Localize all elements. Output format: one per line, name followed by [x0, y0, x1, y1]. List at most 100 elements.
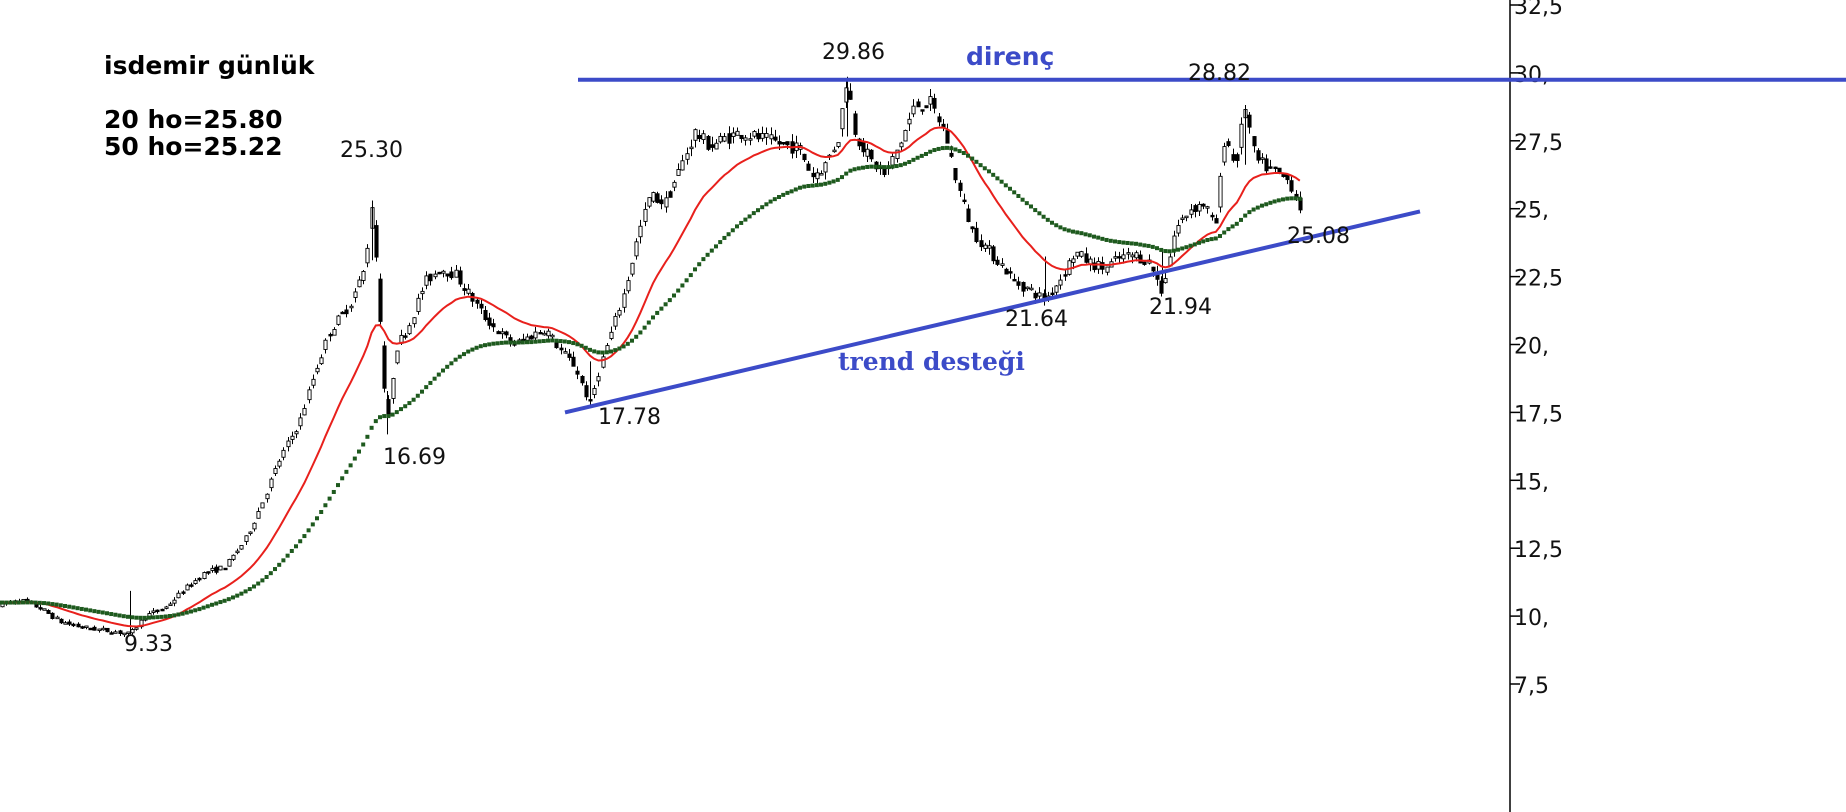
- ma50-dot: [1100, 236, 1105, 241]
- ma50-dot: [457, 354, 462, 359]
- ma50-dot: [932, 148, 937, 153]
- ma50-dot: [1230, 224, 1235, 229]
- ma50-dot: [176, 612, 181, 617]
- ma50-dot: [46, 601, 51, 606]
- ma50-dot: [714, 244, 718, 249]
- ma50-dot: [504, 340, 508, 345]
- candle-up: [407, 325, 412, 335]
- price-annotations: 9.33 25.30 16.69 17.78 29.86 21.64 28.82 21.94 2…: [124, 40, 1350, 657]
- candle-up: [1037, 292, 1042, 297]
- ma50-dot: [390, 412, 395, 417]
- ma50-dot: [512, 340, 517, 345]
- ma50-dot: [877, 164, 882, 169]
- candle-down: [739, 134, 744, 140]
- candle-down: [848, 90, 853, 100]
- ma50-dot: [756, 208, 760, 213]
- candle-down: [958, 182, 963, 191]
- candle-up: [286, 440, 291, 448]
- ma50-dot: [168, 614, 172, 619]
- ma50-dot: [1066, 228, 1071, 233]
- candle-up: [722, 136, 727, 142]
- ma50-dot: [441, 368, 445, 373]
- ma50-dot: [1289, 196, 1294, 201]
- ma50-dot: [1167, 249, 1172, 254]
- candle-down: [1235, 154, 1240, 161]
- candle-up: [172, 599, 177, 604]
- ma50-dot: [1171, 248, 1176, 253]
- candle-down: [328, 333, 333, 337]
- ma50-dot: [907, 160, 912, 165]
- candle-down: [1021, 281, 1026, 292]
- candle-up: [365, 247, 370, 264]
- ma50-dot: [810, 183, 815, 188]
- candle-down: [584, 385, 589, 398]
- candle-up: [550, 334, 555, 338]
- candle-down: [1273, 166, 1278, 170]
- ma50-dot: [659, 306, 664, 311]
- ma50-dot: [697, 262, 702, 267]
- candle-up: [601, 356, 606, 368]
- ma50-dot: [239, 591, 244, 596]
- candle-down: [773, 136, 778, 141]
- ma50-dot: [873, 164, 878, 169]
- candle-down: [223, 567, 228, 571]
- candle-up: [1025, 286, 1030, 290]
- ma50-dot: [1142, 243, 1147, 248]
- ma50-dot: [1024, 201, 1029, 206]
- candle-up: [441, 270, 446, 274]
- ma50-dot: [802, 184, 807, 189]
- candle-down: [991, 246, 996, 262]
- ma50-dot: [667, 298, 672, 303]
- ma50-dot: [243, 589, 248, 594]
- candle-down: [559, 347, 564, 351]
- candle-up: [433, 273, 438, 278]
- candle-down: [496, 331, 501, 335]
- ma50-dot: [991, 172, 996, 177]
- ma50-dot: [588, 347, 592, 352]
- candle-up: [760, 133, 765, 139]
- ma50-dot: [1188, 243, 1193, 248]
- candle-up: [743, 137, 748, 141]
- ma50-dot: [861, 165, 865, 170]
- ma50-dot: [172, 613, 177, 618]
- candle-down: [88, 627, 93, 631]
- candle-down: [1050, 292, 1055, 296]
- ma50-dot: [651, 315, 655, 320]
- ma50-dot: [1247, 210, 1252, 215]
- candle-up: [748, 138, 753, 141]
- ma50-dot: [928, 149, 933, 154]
- ma50-dot: [798, 185, 802, 190]
- candle-down: [785, 141, 790, 146]
- candle-down: [155, 609, 160, 613]
- ma50-dot: [75, 606, 80, 611]
- candle-up: [815, 172, 820, 180]
- ma50-dot: [247, 587, 252, 592]
- candle-down: [1201, 203, 1206, 207]
- ma50-dot: [869, 164, 874, 169]
- ma50-dot: [924, 151, 928, 156]
- candle-up: [412, 317, 417, 325]
- candle-up: [672, 181, 677, 188]
- candle-up: [983, 244, 988, 249]
- ma50-dot: [1033, 208, 1038, 213]
- ma50-dot: [16, 600, 21, 605]
- candle-down: [1084, 253, 1089, 263]
- ma50-dot: [625, 341, 630, 346]
- candle-up: [231, 554, 236, 560]
- ma50-dot: [1125, 240, 1130, 245]
- candle-down: [50, 612, 55, 619]
- ma50-dot: [180, 611, 185, 616]
- ma50-dot: [735, 224, 739, 229]
- ma50-dot: [210, 602, 214, 607]
- candle-up: [416, 297, 421, 312]
- ma50-dot: [453, 357, 458, 362]
- ma50-dot: [554, 338, 559, 343]
- ma50-dot: [424, 385, 429, 390]
- candle-down: [1247, 114, 1252, 128]
- ma50-dot: [1054, 223, 1059, 228]
- ma50-dot: [478, 344, 483, 349]
- ma50-dot: [995, 176, 1000, 181]
- ma50-dot: [844, 171, 849, 176]
- ma50-dot: [1016, 193, 1021, 198]
